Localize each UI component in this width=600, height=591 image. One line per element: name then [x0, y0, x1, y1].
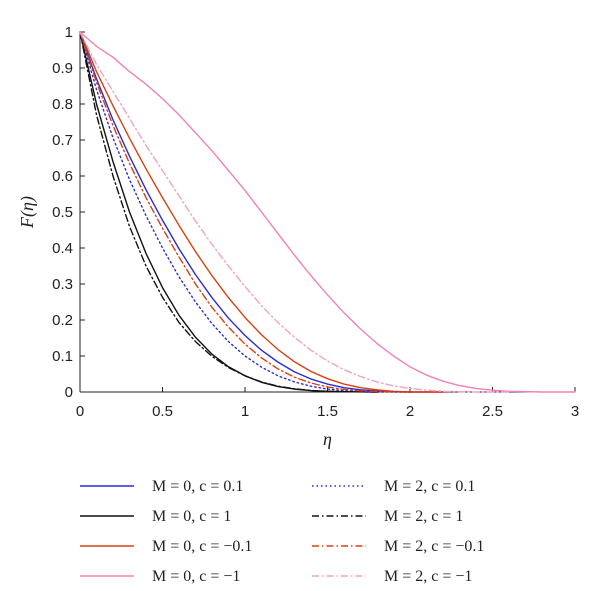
legend-label-3: M = 0, c = −1	[152, 568, 240, 585]
y-axis-label: F(η)	[17, 196, 38, 229]
y-tick-label: 0.2	[52, 312, 73, 329]
x-tick-label: 0	[76, 403, 84, 420]
y-tick-label: 0.4	[52, 240, 73, 257]
series-layer	[79, 31, 576, 393]
y-tick-label: 0.7	[52, 132, 73, 149]
legend-label-6: M = 2, c = −0.1	[384, 538, 484, 555]
x-tick-label: 2.5	[482, 403, 503, 420]
legend-label-2: M = 0, c = −0.1	[152, 538, 252, 555]
series-line-7	[79, 31, 510, 393]
legend-label-5: M = 2, c = 1	[384, 508, 463, 525]
x-tick-label: 2	[406, 403, 414, 420]
x-tick-label: 1	[241, 403, 249, 420]
y-tick-label: 0.8	[52, 96, 73, 113]
y-tick-label: 0.9	[52, 60, 73, 77]
series-line-4	[79, 31, 411, 393]
y-tick-label: 0.5	[52, 204, 73, 221]
y-tick-label: 0.3	[52, 276, 73, 293]
x-axis-label: η	[323, 429, 332, 449]
y-tick-label: 0.6	[52, 168, 73, 185]
x-tick-label: 1.5	[317, 403, 338, 420]
series-line-3	[79, 31, 576, 393]
legend-label-0: M = 0, c = 0.1	[152, 478, 243, 495]
legend: M = 0, c = 0.1 M = 0, c = 1 M = 0, c = −0.…	[80, 478, 484, 585]
y-tick-label: 1	[65, 24, 73, 41]
x-tick-label: 3	[571, 403, 579, 420]
series-line-0	[79, 31, 444, 393]
x-tick-label: 0.5	[152, 403, 173, 420]
series-line-5	[79, 31, 378, 393]
legend-label-1: M = 0, c = 1	[152, 508, 231, 525]
legend-label-7: M = 2, c = −1	[384, 568, 472, 585]
y-tick-label: 0.1	[52, 348, 73, 365]
axes: 0 0.5 1 1.5 2 2.5 3 0 0.1 0.2 0.3 0.4 0.5 0.6 0.7 0.8 0.…	[52, 24, 579, 420]
series-line-2	[79, 31, 444, 393]
series-line-6	[79, 31, 411, 393]
y-tick-label: 0	[65, 384, 73, 401]
legend-label-4: M = 2, c = 0.1	[384, 478, 475, 495]
axis-labels: η F(η)	[17, 196, 332, 449]
